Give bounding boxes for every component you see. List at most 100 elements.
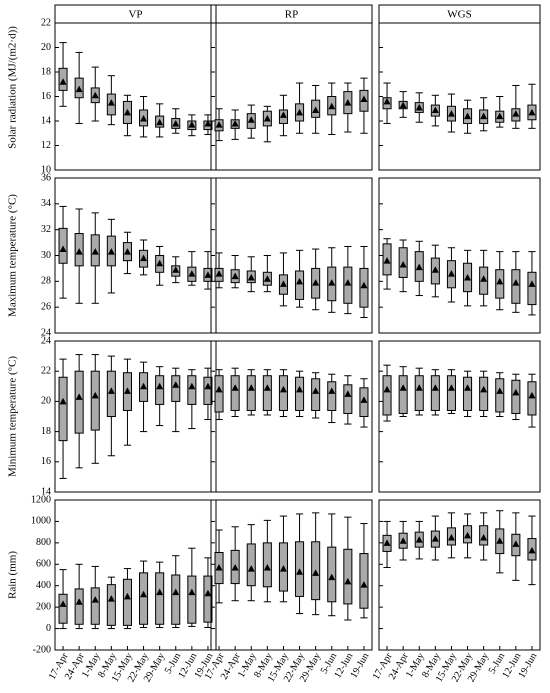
box-15-May	[122, 94, 132, 137]
y-tick-label: 14	[41, 486, 51, 497]
panel-frame	[210, 4, 373, 171]
box-22-May	[139, 239, 149, 276]
median-marker	[215, 121, 223, 128]
box-17-Apr	[58, 358, 68, 479]
iqr-box	[90, 587, 100, 625]
box-22-May	[295, 370, 305, 417]
y-axis-label: Minimum temperature (°C)	[7, 356, 19, 477]
median-marker	[383, 257, 391, 264]
median-marker	[296, 385, 304, 393]
median-marker	[399, 384, 407, 391]
box-24-Apr	[398, 91, 408, 118]
box-22-May	[295, 513, 305, 615]
box-12-Jun	[187, 114, 197, 137]
iqr-box	[278, 375, 288, 411]
box-8-May	[262, 255, 272, 293]
median-marker	[447, 384, 455, 391]
y-tick-label: 18	[41, 426, 51, 437]
iqr-box	[527, 381, 537, 416]
box-29-May	[311, 84, 321, 134]
median-marker	[59, 397, 67, 405]
box-15-May	[278, 369, 288, 417]
iqr-box	[398, 375, 408, 414]
median-marker	[204, 382, 212, 390]
panel-frame	[378, 4, 541, 171]
median-marker	[140, 382, 148, 390]
median-marker	[279, 385, 287, 393]
iqr-box	[155, 375, 165, 405]
box-5-Jun	[495, 510, 505, 574]
median-marker	[431, 535, 439, 542]
median-marker	[512, 279, 520, 286]
box-19-Jun	[359, 77, 369, 134]
median-marker	[528, 108, 536, 116]
iqr-box	[414, 375, 424, 411]
median-marker	[263, 564, 271, 571]
median-marker	[172, 266, 180, 273]
iqr-box	[246, 543, 256, 587]
box-19-Jun	[527, 251, 537, 316]
median-marker	[528, 546, 536, 554]
y-tick-label: 14	[41, 115, 51, 126]
box-1-May	[90, 354, 100, 464]
box-19-Jun	[527, 515, 537, 586]
box-15-May	[122, 231, 132, 275]
median-marker	[231, 272, 239, 280]
median-marker	[399, 261, 407, 268]
box-17-Apr	[214, 252, 224, 289]
median-marker	[512, 388, 520, 396]
median-marker	[464, 112, 472, 120]
iqr-box	[74, 370, 84, 434]
median-marker	[156, 588, 164, 596]
box-1-May	[414, 92, 424, 123]
box-12-Jun	[343, 245, 353, 315]
median-marker	[399, 537, 407, 544]
y-axis-label: Rain (mm)	[7, 551, 19, 599]
box-8-May	[106, 355, 116, 457]
iqr-box	[479, 376, 489, 411]
median-marker	[344, 577, 352, 585]
median-marker	[360, 396, 368, 403]
box-22-May	[139, 361, 149, 433]
median-marker	[464, 531, 472, 539]
box-19-Jun	[359, 245, 369, 318]
y-tick-label: 20	[41, 396, 51, 407]
box-1-May	[90, 565, 100, 630]
iqr-box	[74, 588, 84, 625]
box-17-Apr	[382, 82, 392, 124]
box-5-Jun	[327, 82, 337, 135]
iqr-box	[246, 375, 256, 411]
median-marker	[91, 391, 99, 399]
median-marker	[231, 384, 239, 391]
box-1-May	[246, 104, 256, 139]
panel-frame	[54, 340, 217, 493]
median-marker	[172, 119, 180, 127]
median-marker	[415, 104, 423, 111]
box-8-May	[430, 369, 440, 416]
box-17-Apr	[382, 520, 392, 568]
panel-title: RP	[285, 9, 298, 21]
iqr-box	[203, 575, 213, 623]
median-marker	[172, 588, 180, 596]
box-29-May	[479, 512, 489, 561]
median-marker	[360, 581, 368, 588]
median-marker	[123, 108, 131, 116]
median-marker	[480, 385, 488, 393]
median-marker	[75, 598, 83, 605]
median-marker	[140, 115, 148, 122]
y-tick-label: 800	[36, 537, 51, 548]
y-tick-label: 32	[41, 224, 51, 235]
iqr-box	[171, 574, 181, 625]
median-marker	[279, 111, 287, 118]
panel: 17-Apr24-Apr1-May8-May15-May22-May29-May…	[203, 499, 373, 684]
median-marker	[156, 382, 164, 390]
box-29-May	[155, 245, 165, 286]
box-5-Jun	[171, 108, 181, 134]
median-marker	[496, 537, 504, 544]
box-5-Jun	[495, 372, 505, 417]
box-24-Apr	[398, 520, 408, 561]
iqr-box	[430, 375, 440, 411]
box-8-May	[106, 75, 116, 126]
box-24-Apr	[74, 563, 84, 630]
median-marker	[156, 118, 164, 126]
